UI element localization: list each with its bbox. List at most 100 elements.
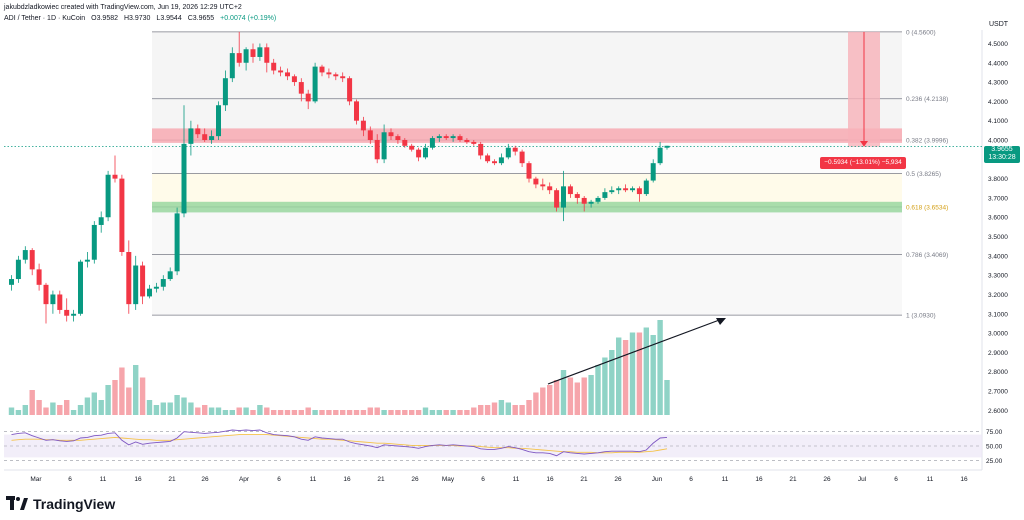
volume-bar: [250, 410, 256, 415]
candle-body: [554, 190, 560, 208]
candle-body: [312, 66, 318, 102]
candle: [333, 72, 339, 81]
candle: [540, 178, 546, 191]
candle: [84, 252, 90, 268]
volume-bar: [36, 400, 42, 415]
candle: [505, 143, 511, 160]
candle-body: [222, 78, 228, 106]
candle-body: [202, 134, 208, 140]
volume-bar: [560, 370, 567, 415]
candle: [29, 248, 35, 276]
candle-body: [71, 313, 77, 316]
candle: [416, 147, 422, 162]
date-tick-label: 16: [546, 476, 554, 483]
candle-body: [630, 188, 635, 191]
price-tick-label: 3.0000: [988, 331, 1008, 338]
volume-bar: [388, 410, 394, 415]
change-value: +0.0074 (+0.19%): [220, 15, 277, 22]
volume-bar: [567, 377, 574, 415]
close-label: C: [187, 15, 193, 22]
candle-body: [526, 163, 532, 179]
price-tick-label: 4.0000: [988, 138, 1008, 145]
symbol-name[interactable]: ADI / Tether · 1D · KuCoin: [4, 15, 86, 22]
candle: [443, 134, 449, 140]
price-tick-label: 3.2000: [988, 292, 1008, 299]
volume-bar: [422, 407, 429, 415]
candle: [367, 126, 373, 144]
candle-body: [381, 132, 387, 160]
tradingview-logo[interactable]: TradingView: [6, 496, 115, 512]
price-tick-label: 2.8000: [988, 369, 1008, 376]
volume-bar: [160, 402, 166, 415]
volume-bar: [195, 407, 201, 415]
candle: [457, 134, 463, 142]
currency-label[interactable]: USDT: [989, 21, 1009, 28]
fib-zone-lower: [152, 206, 902, 316]
candle: [512, 145, 518, 156]
volume-bar: [291, 410, 298, 415]
volume-bar: [153, 405, 160, 415]
volume-bar: [8, 407, 15, 415]
volume-bar: [643, 327, 649, 415]
volume-bar: [105, 385, 111, 415]
candle: [595, 196, 601, 204]
date-tick-label: 16: [960, 476, 968, 483]
open-value: 3.9582: [96, 15, 119, 22]
candle: [133, 255, 139, 310]
volume-bar: [70, 410, 77, 415]
candle-body: [250, 49, 256, 57]
resistance-zone: [152, 128, 902, 143]
last-price-value: 3.9655: [991, 146, 1013, 153]
candle: [374, 134, 380, 164]
candle-body: [354, 101, 359, 121]
candle: [285, 68, 290, 81]
candle-body: [278, 70, 284, 73]
candle: [264, 43, 270, 73]
volume-bar: [609, 350, 615, 415]
candle-body: [91, 224, 97, 260]
candle-body: [174, 213, 180, 272]
volume-bar: [188, 402, 194, 415]
candle-body: [367, 130, 373, 140]
candle: [312, 62, 318, 104]
rsi-tick-label: 25.00: [986, 458, 1003, 465]
volume-bar: [595, 365, 601, 415]
candle: [112, 155, 118, 183]
candle-body: [15, 259, 21, 280]
volume-bar: [64, 400, 70, 415]
date-tick-label: 21: [377, 476, 385, 483]
candle: [36, 263, 42, 291]
candle: [195, 124, 201, 139]
volume-bar: [112, 380, 118, 415]
candle: [664, 145, 670, 150]
candle: [91, 221, 97, 264]
volume-bar: [581, 377, 587, 415]
volume-bar: [98, 400, 104, 415]
price-tick-label: 3.7000: [988, 195, 1008, 202]
candle: [43, 282, 49, 324]
author-note: jakubdzladkowiec created with TradingVie…: [4, 4, 242, 11]
candle-body: [209, 136, 215, 140]
candle-body: [188, 128, 194, 144]
volume-bar: [657, 320, 663, 415]
candle-body: [181, 143, 187, 214]
volume-bar: [236, 407, 242, 415]
volume-bar: [484, 405, 491, 415]
volume-bar: [340, 410, 346, 415]
candle-body: [636, 188, 642, 195]
candle: [119, 174, 125, 256]
fib-level-label: 1 (3.0930): [906, 313, 936, 320]
volume-bar: [77, 405, 84, 415]
fib-level-label: 0.382 (3.9996): [906, 138, 948, 145]
candle: [360, 116, 366, 137]
candle: [57, 290, 63, 314]
volume-bar: [519, 405, 525, 415]
candle: [547, 182, 553, 195]
candle: [623, 184, 629, 193]
price-tick-label: 3.6000: [988, 215, 1008, 222]
candle-body: [492, 161, 497, 164]
volume-bar: [429, 410, 436, 415]
candle: [588, 199, 594, 208]
candle: [643, 178, 649, 196]
